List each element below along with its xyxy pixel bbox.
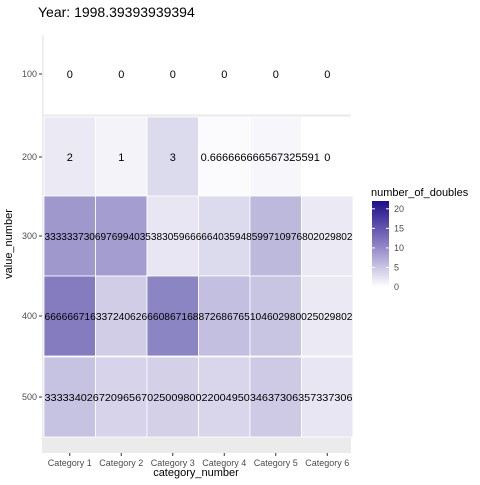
x-axis-label: category_number: [153, 467, 239, 479]
x-axis-ticks: Category 1 Category 2 Category 3 Category 4…: [48, 453, 349, 468]
y-tick-label: 300: [22, 231, 37, 241]
legend-tick-label: 0: [394, 282, 399, 292]
heatmap-cell: [95, 33, 148, 115]
heatmap-cell: [198, 116, 251, 198]
heatmap-cell: [43, 356, 96, 438]
cell-label: 0: [118, 69, 124, 81]
cell-label: 0: [67, 69, 73, 81]
legend-tick-label: 15: [394, 223, 404, 233]
cell-label: 3: [170, 152, 176, 164]
cell-label: 0: [273, 69, 279, 81]
y-axis-ticks: 100 200 300 400 500: [22, 69, 42, 402]
x-tick-label: Category 3: [151, 458, 195, 468]
heatmap-cell: [95, 275, 148, 357]
heatmap-cell: [249, 356, 302, 438]
heatmap-cell-labels: 0 0 0 0 0 0 2 1 3 0.666666666567325591 0 3333337306…: [45, 69, 353, 404]
y-tick-label: 400: [22, 311, 37, 321]
heatmap-cell: [198, 195, 251, 277]
heatmap-cell: [95, 356, 148, 438]
heatmap-cell: [43, 195, 96, 277]
legend-tick-label: 5: [394, 262, 399, 272]
cell-label: 0.666666666567325591: [201, 152, 320, 164]
heatmap-cell: [43, 116, 96, 198]
heatmap-cell: [43, 33, 96, 115]
heatmap-cell: [198, 275, 251, 357]
heatmap-cell: [146, 195, 199, 277]
x-tick-label: Category 5: [254, 458, 298, 468]
cell-label: 0: [324, 69, 330, 81]
legend-tick-label: 10: [394, 243, 404, 253]
cell-label-overlap: 3333337306976994035383059666664035948599…: [45, 231, 353, 243]
x-tick-label: Category 1: [48, 458, 92, 468]
heatmap-cell: [301, 195, 354, 277]
heatmap-cell: [249, 275, 302, 357]
heatmap-cell: [95, 195, 148, 277]
heatmap-cell: [301, 356, 354, 438]
cell-label: 2: [67, 152, 73, 164]
heatmap-cell: [146, 33, 199, 115]
x-tick-label: Category 2: [99, 458, 143, 468]
legend: number_of_doubles 0 5 10 15 20: [371, 187, 469, 292]
cell-label-overlap: 6666667163372406266608671688726867651046…: [45, 311, 353, 323]
y-axis-label: value_number: [3, 209, 15, 279]
heatmap-cell: [249, 195, 302, 277]
y-tick-label: 500: [22, 392, 37, 402]
heatmap-cell: [301, 33, 354, 115]
heatmap-cell: [43, 275, 96, 357]
y-tick-label: 200: [22, 152, 37, 162]
heatmap-cell: [146, 275, 199, 357]
x-tick-label: Category 6: [305, 458, 349, 468]
legend-title: number_of_doubles: [371, 187, 469, 199]
heatmap-cell: [301, 116, 354, 198]
heatmap-cell: [95, 116, 148, 198]
y-tick-label: 100: [22, 69, 37, 79]
heatmap-cell: [198, 33, 251, 115]
legend-colorbar: [372, 201, 389, 287]
heatmap-cell: [249, 33, 302, 115]
heatmap-cell: [301, 275, 354, 357]
legend-ticks: 0 5 10 15 20: [372, 204, 404, 292]
chart-title: Year: 1998.39393939394: [38, 4, 195, 20]
cell-label-overlap: 3333340267209656702500980022004950346373…: [45, 392, 353, 404]
cell-label: 0: [324, 152, 330, 164]
heatmap-cell: [146, 116, 199, 198]
cell-label: 0: [221, 69, 227, 81]
cell-label: 1: [118, 152, 124, 164]
cell-label: 0: [170, 69, 176, 81]
heatmap-cells: [43, 33, 354, 438]
x-tick-label: Category 4: [202, 458, 246, 468]
legend-tick-label: 20: [394, 204, 404, 214]
